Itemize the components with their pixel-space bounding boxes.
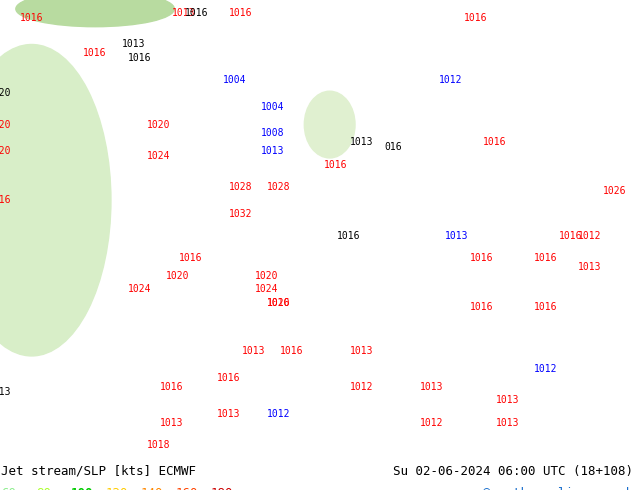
Text: 1016: 1016: [178, 253, 202, 263]
Text: 1012: 1012: [419, 417, 443, 428]
Text: 1016: 1016: [184, 8, 209, 18]
Text: 1018: 1018: [146, 440, 171, 450]
Text: 1026: 1026: [603, 186, 627, 196]
Text: Su 02-06-2024 06:00 UTC (18+108): Su 02-06-2024 06:00 UTC (18+108): [392, 465, 633, 478]
Text: 1008: 1008: [261, 128, 285, 139]
Text: 1012: 1012: [349, 382, 373, 392]
Text: 1013: 1013: [444, 231, 469, 241]
Text: 1028: 1028: [229, 182, 253, 192]
Text: 1016: 1016: [229, 8, 253, 18]
Text: 1016: 1016: [482, 137, 507, 147]
Text: 1013: 1013: [578, 262, 602, 272]
Text: 1024: 1024: [146, 151, 171, 161]
Text: 1020: 1020: [0, 120, 12, 129]
Text: 1004: 1004: [261, 102, 285, 112]
Text: 80: 80: [36, 487, 51, 490]
Text: Jet stream/SLP [kts] ECMWF: Jet stream/SLP [kts] ECMWF: [1, 465, 197, 478]
Text: 1028: 1028: [267, 182, 291, 192]
Text: 1013: 1013: [172, 8, 196, 18]
Text: 1016: 1016: [559, 231, 583, 241]
Text: 1024: 1024: [254, 284, 278, 294]
Text: 1012: 1012: [533, 364, 557, 374]
Text: 1016: 1016: [127, 53, 152, 63]
Ellipse shape: [304, 91, 355, 158]
Text: 1013: 1013: [159, 417, 183, 428]
Text: 1013: 1013: [419, 382, 443, 392]
Text: 1013: 1013: [121, 40, 145, 49]
Text: 1013: 1013: [0, 387, 12, 396]
Text: 1016: 1016: [533, 253, 557, 263]
Text: 1013: 1013: [495, 395, 519, 405]
Text: 1016: 1016: [280, 346, 304, 357]
Text: 1024: 1024: [127, 284, 152, 294]
Text: 016: 016: [384, 142, 402, 152]
Text: 1016: 1016: [533, 302, 557, 312]
Text: 160: 160: [176, 487, 198, 490]
Text: 1016: 1016: [20, 13, 44, 23]
Text: 1020: 1020: [146, 120, 171, 129]
Ellipse shape: [0, 45, 111, 356]
Text: 1020: 1020: [254, 271, 278, 281]
Ellipse shape: [16, 0, 174, 26]
Text: 1013: 1013: [349, 346, 373, 357]
Text: 1016: 1016: [324, 160, 348, 170]
Text: 1004: 1004: [223, 75, 247, 85]
Text: 1016: 1016: [0, 195, 12, 205]
Text: 1016: 1016: [337, 231, 361, 241]
Text: 1013: 1013: [261, 147, 285, 156]
Text: 1016: 1016: [463, 13, 488, 23]
Text: 1020: 1020: [267, 297, 291, 308]
Text: 1012: 1012: [578, 231, 602, 241]
Text: 1020: 1020: [0, 88, 12, 98]
Text: 1032: 1032: [229, 209, 253, 219]
Text: 1020: 1020: [0, 147, 12, 156]
Text: 1020: 1020: [165, 271, 190, 281]
Text: 1016: 1016: [216, 373, 240, 383]
Text: 1016: 1016: [267, 297, 291, 308]
Text: 1013: 1013: [349, 137, 373, 147]
Text: 1016: 1016: [470, 302, 494, 312]
Text: ©weatheronline.co.uk: ©weatheronline.co.uk: [482, 487, 633, 490]
Text: 1013: 1013: [495, 417, 519, 428]
Text: 180: 180: [210, 487, 233, 490]
Text: 1016: 1016: [470, 253, 494, 263]
Text: 60: 60: [1, 487, 16, 490]
Text: 1016: 1016: [83, 49, 107, 58]
Text: 120: 120: [106, 487, 128, 490]
Text: 1012: 1012: [438, 75, 462, 85]
Text: 140: 140: [141, 487, 163, 490]
Text: 100: 100: [71, 487, 93, 490]
Text: 1012: 1012: [267, 409, 291, 419]
Text: 1016: 1016: [159, 382, 183, 392]
Text: 1013: 1013: [242, 346, 266, 357]
Text: 1013: 1013: [216, 409, 240, 419]
